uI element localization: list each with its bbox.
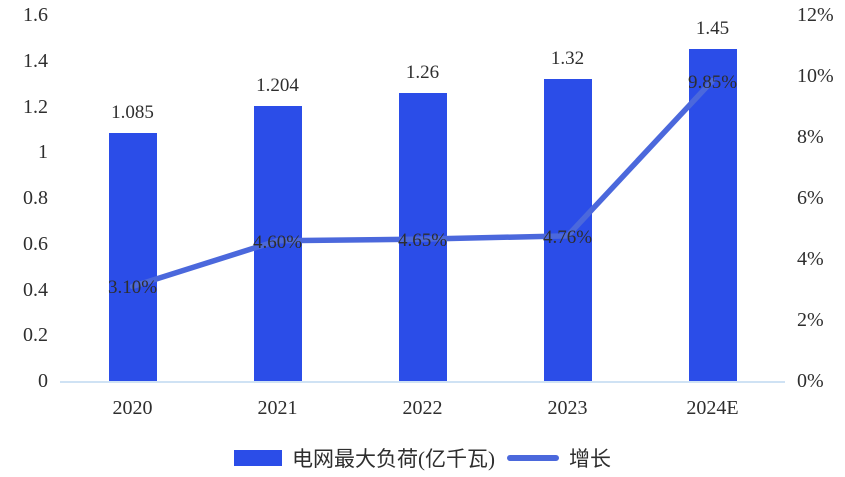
left-axis-tick-label: 0 [38,370,48,392]
line-point-label: 4.60% [252,231,303,253]
legend-item-growth: 增长 [507,443,611,473]
right-axis-tick-label: 2% [797,309,824,331]
x-axis-tick-label: 2021 [257,397,298,419]
right-axis-tick-label: 10% [797,65,834,87]
left-axis-tick-label: 1.2 [23,95,48,118]
x-axis-tick-label: 2023 [547,397,588,419]
legend-bar-swatch [234,450,282,466]
line-point-label: 4.76% [542,226,593,248]
x-axis-line [60,381,785,383]
left-axis-tick-label: 1.6 [23,4,48,26]
legend-item-grid-max-load: 电网最大负荷(亿千瓦) [234,443,495,473]
legend-label: 电网最大负荷(亿千瓦) [292,447,495,471]
left-axis-tick-label: 0.2 [23,324,48,347]
right-axis-tick-label: 12% [797,4,834,26]
left-axis-tick-label: 1 [38,141,48,164]
x-axis-tick-label: 2024E [686,397,739,419]
left-axis-tick-label: 0.8 [23,187,48,209]
left-axis-tick-label: 0.4 [23,278,48,301]
legend-line-swatch [507,455,559,461]
bar-2020 [108,132,157,381]
right-axis-tick-label: 4% [797,248,824,270]
right-axis-tick-label: 0% [797,370,824,392]
bar-2024E [688,49,737,381]
bar-2023 [543,79,592,381]
bar-value-label: 1.085 [111,101,154,123]
left-axis-tick-label: 0.6 [23,232,48,255]
bar-value-label: 1.26 [405,61,440,83]
bar-value-label: 1.45 [695,18,730,40]
legend-label: 增长 [569,447,611,471]
right-axis-tick-label: 6% [797,187,824,209]
x-axis-tick-label: 2020 [112,397,153,419]
left-axis-tick-label: 1.4 [23,49,48,72]
line-point-label: 9.85% [687,71,738,93]
legend: 电网最大负荷(亿千瓦) 增长 [0,443,845,473]
growth-line [129,77,716,290]
bar-value-label: 1.204 [256,74,299,96]
x-axis-tick-label: 2022 [402,397,443,419]
line-point-label: 4.65% [397,230,448,252]
bar-value-label: 1.32 [550,48,585,70]
line-point-label: 3.10% [107,277,158,299]
right-axis-tick-label: 8% [797,126,824,148]
